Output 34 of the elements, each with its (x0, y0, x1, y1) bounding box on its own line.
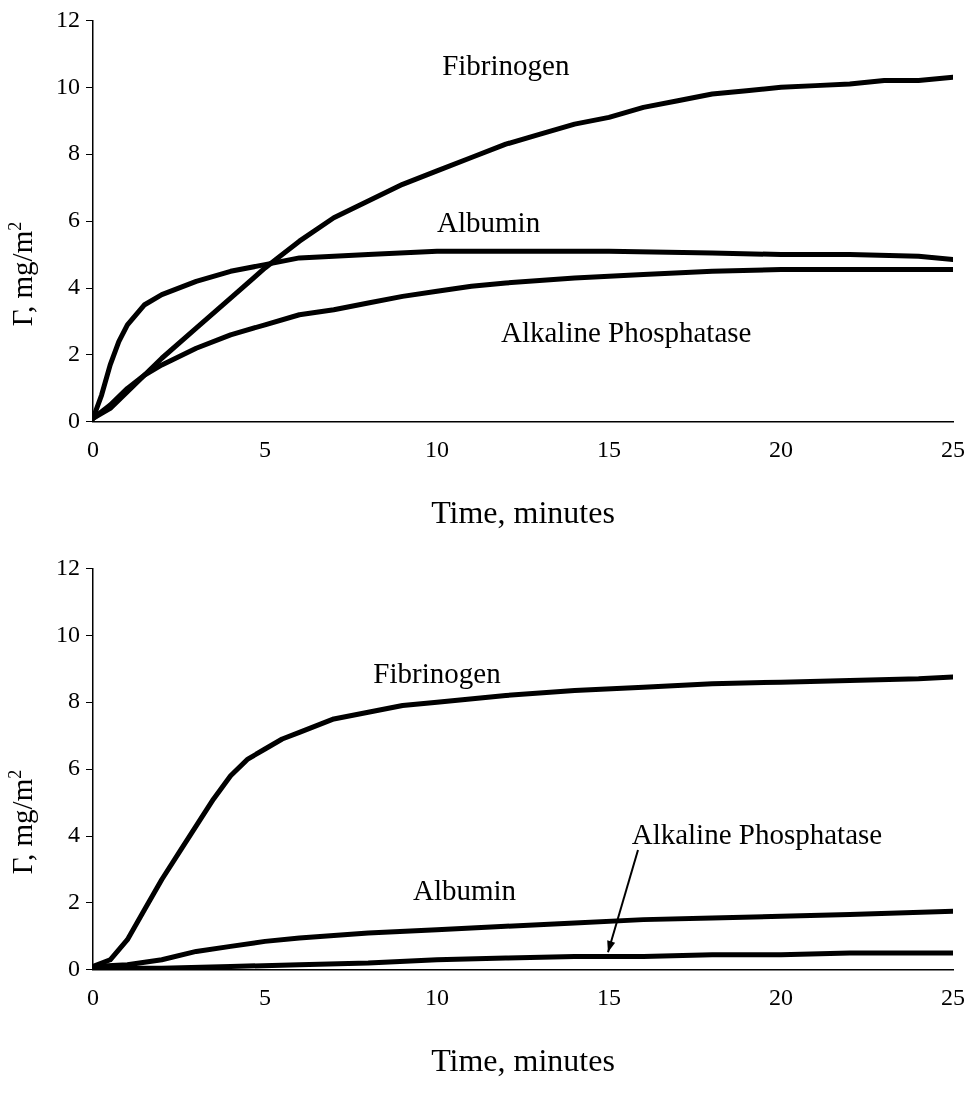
y-tick-label: 4 (68, 821, 80, 848)
x-tick-label: 10 (425, 436, 449, 463)
y-tick-label: 0 (68, 955, 80, 982)
series-label: Fibrinogen (442, 48, 570, 81)
x-tick-label: 15 (597, 984, 621, 1011)
x-tick-label: 0 (87, 436, 99, 463)
x-tick-label: 0 (87, 984, 99, 1011)
y-tick-label: 8 (68, 687, 80, 714)
series-label: Albumin (412, 874, 517, 907)
series-label: Fibrinogen (373, 657, 502, 690)
y-tick-label: 12 (56, 5, 80, 32)
y-tick-label: 8 (68, 139, 80, 166)
x-tick-label: 15 (597, 436, 621, 463)
y-tick-label: 12 (56, 553, 80, 580)
x-tick-label: 5 (259, 436, 271, 463)
x-axis-title: Time, minutes (431, 1042, 615, 1079)
y-tick-label: 2 (68, 888, 80, 915)
x-tick-label: 25 (941, 436, 965, 463)
x-tick-label: 25 (941, 984, 965, 1011)
series-label: Alkaline Phosphatase (500, 316, 752, 349)
y-tick-label: 0 (68, 407, 80, 434)
x-tick-label: 5 (259, 984, 271, 1011)
y-tick-label: 4 (68, 273, 80, 300)
text: Alkaline Phosphatase (631, 817, 883, 850)
y-tick-label: 6 (68, 754, 80, 781)
y-tick-label: 10 (56, 620, 80, 647)
y-tick-label: 10 (56, 72, 80, 99)
y-tick-label: 6 (68, 206, 80, 233)
y-tick-label: 2 (68, 340, 80, 367)
x-tick-label: 20 (769, 436, 793, 463)
x-axis-title: Time, minutes (431, 494, 615, 531)
x-tick-label: 10 (425, 984, 449, 1011)
series-label: Albumin (437, 205, 541, 238)
x-tick-label: 20 (769, 984, 793, 1011)
